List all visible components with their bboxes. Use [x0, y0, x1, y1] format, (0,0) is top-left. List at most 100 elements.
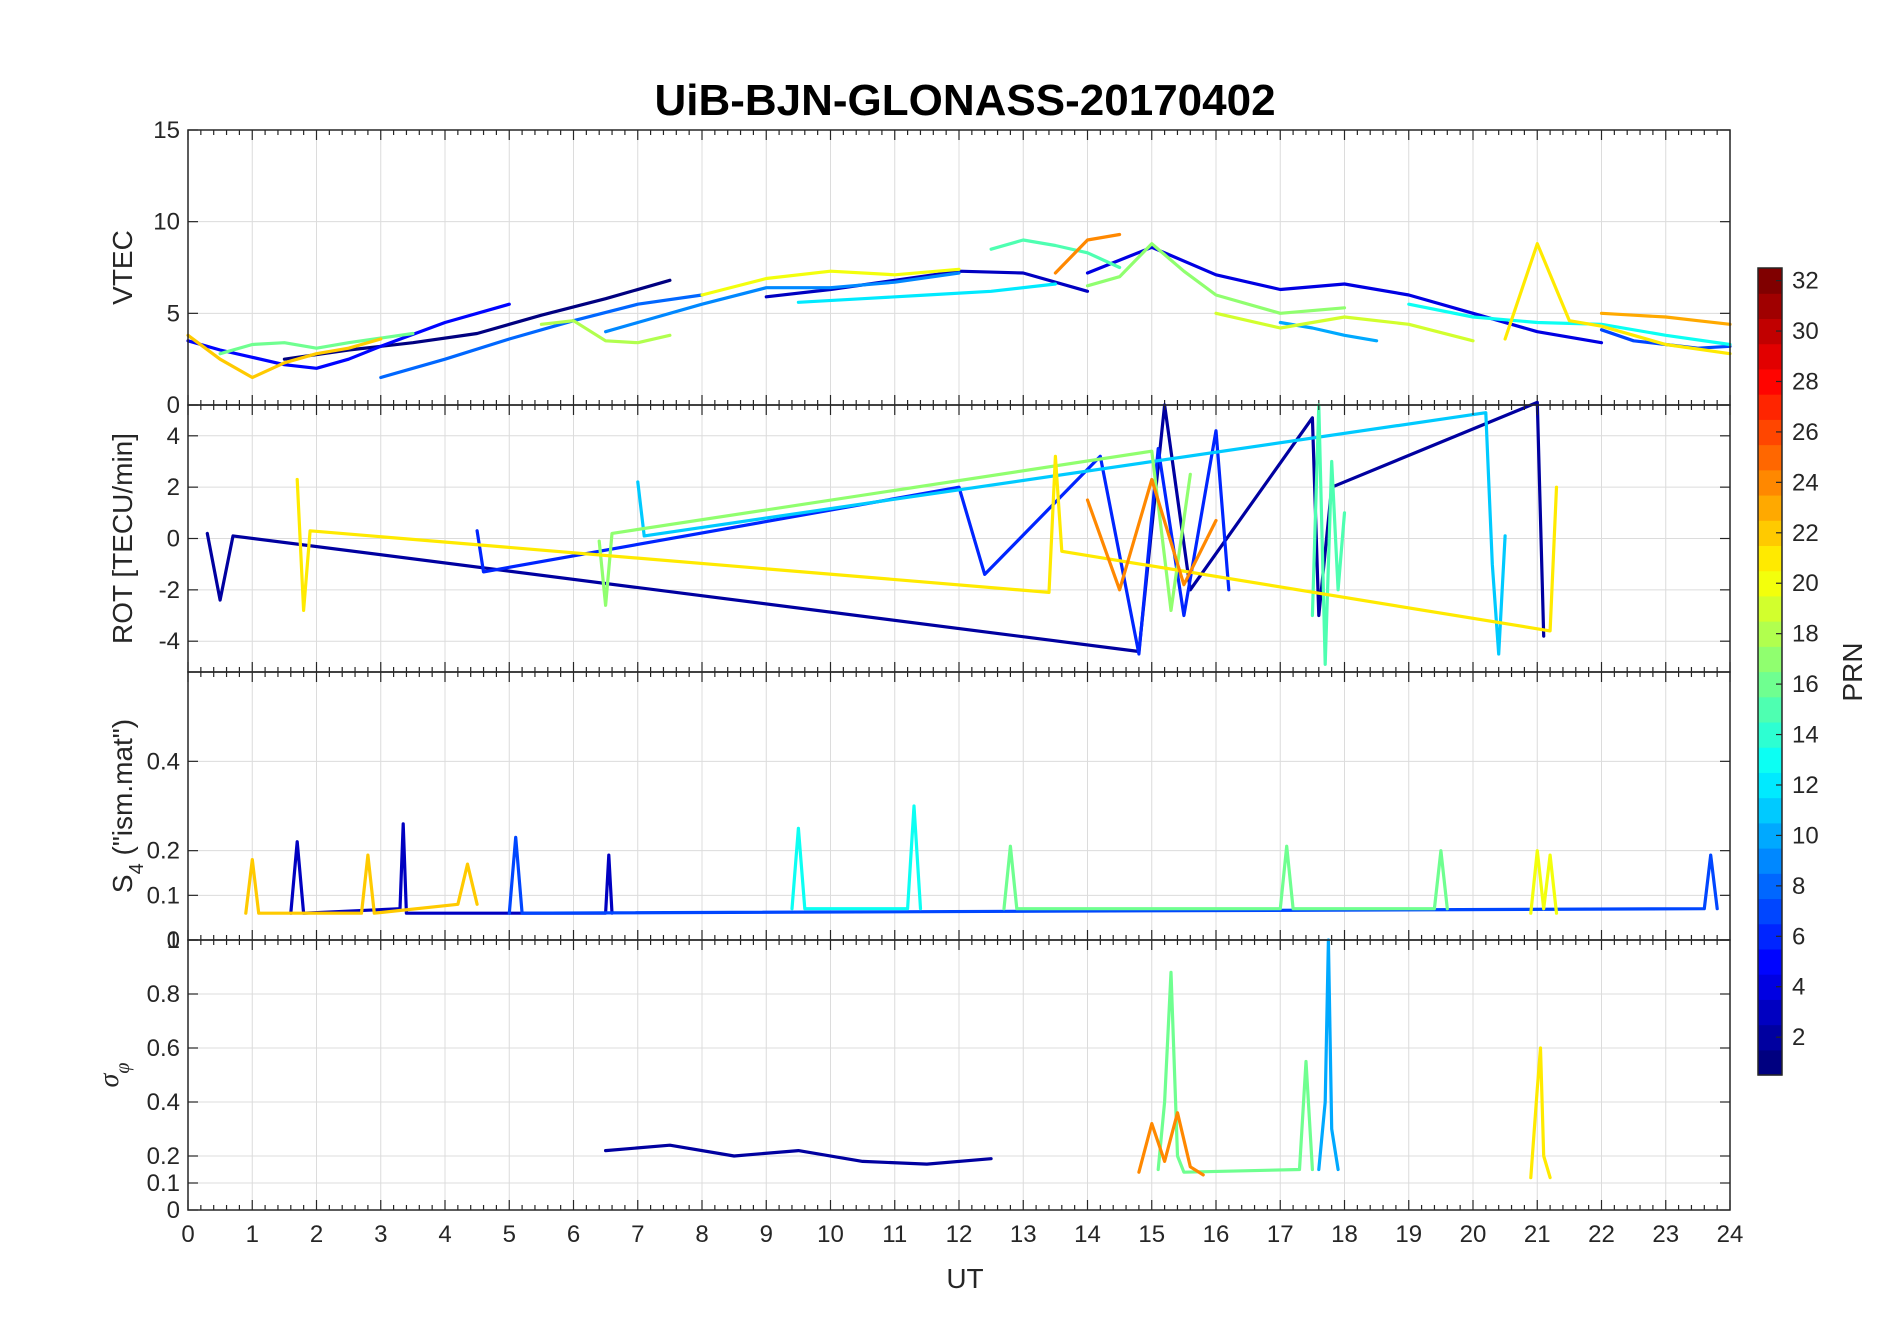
colorbar-band: [1758, 494, 1782, 521]
y-tick-label: 10: [153, 209, 180, 236]
y-tick-label: 15: [153, 117, 180, 144]
x-tick-label: 5: [503, 1221, 516, 1248]
series-prn-24: [1137, 1111, 1205, 1177]
x-tick-label: 17: [1267, 1221, 1294, 1248]
x-tick-label: 14: [1074, 1221, 1101, 1248]
y-tick-label: 1: [167, 927, 180, 954]
x-tick-label: 16: [1203, 1221, 1230, 1248]
colorbar-band: [1758, 595, 1782, 622]
series-prn-16: [218, 331, 415, 356]
y-tick-label: 4: [167, 423, 180, 450]
series-prn-16: [1156, 970, 1314, 1174]
series-prn-8: [379, 293, 704, 380]
x-tick-label: 22: [1588, 1221, 1615, 1248]
x-tick-label: 0: [181, 1221, 194, 1248]
series-prn-19: [1214, 311, 1475, 343]
x-tick-label: 19: [1395, 1221, 1422, 1248]
y-tick-label: 0.4: [147, 748, 180, 775]
colorbar-band: [1758, 1049, 1782, 1076]
colorbar-band: [1758, 444, 1782, 471]
y-tick-label: 0: [167, 392, 180, 419]
series-prn-13: [1407, 302, 1732, 347]
series-prn-17: [597, 449, 1192, 612]
colorbar-tick-label: 12: [1792, 772, 1819, 799]
x-tick-label: 15: [1138, 1221, 1165, 1248]
x-tick-label: 10: [817, 1221, 844, 1248]
colorbar-band: [1758, 545, 1782, 572]
x-tick-label: 7: [631, 1221, 644, 1248]
s4-panel: 0 0.1 0.2 0.4S4 ("ism.mat"): [107, 671, 1731, 954]
colorbar-band: [1758, 343, 1782, 370]
series-prn-24: [1085, 477, 1218, 592]
y-tick-label: 0.2: [147, 1143, 180, 1170]
colorbar-tick-label: 22: [1792, 520, 1819, 547]
y-tick-label: -4: [159, 628, 180, 655]
colorbar-tick-label: 18: [1792, 621, 1819, 648]
colorbar-band: [1758, 898, 1782, 925]
sigma-phi-axis-label: σφ: [94, 1063, 134, 1088]
y-tick-label: 0: [167, 526, 180, 553]
colorbar-tick-label: 26: [1792, 419, 1819, 446]
colorbar-tick-label: 20: [1792, 570, 1819, 597]
y-tick-label: 0.2: [147, 838, 180, 865]
colorbar-tick-label: 8: [1792, 873, 1805, 900]
x-tick-label: 24: [1717, 1221, 1744, 1248]
colorbar-tick-label: 24: [1792, 469, 1819, 496]
colorbar-band: [1758, 696, 1782, 723]
colorbar-tick-label: 6: [1792, 923, 1805, 950]
colorbar-label: PRN: [1837, 642, 1868, 701]
x-tick-label: 2: [310, 1221, 323, 1248]
colorbar-tick-label: 10: [1792, 822, 1819, 849]
series-prn-3: [764, 269, 1090, 299]
colorbar-tick-label: 30: [1792, 318, 1819, 345]
y-tick-label: 0: [167, 927, 180, 954]
series-prn-1: [282, 278, 672, 361]
series-prn-10: [1317, 938, 1340, 1172]
rot-axis-label: ROT [TECU/min]: [107, 433, 138, 644]
x-tick-label: 13: [1010, 1221, 1037, 1248]
x-axis-label: UT: [946, 1263, 983, 1294]
colorbar-tick-label: 16: [1792, 671, 1819, 698]
vtec-panel: 0 5 10 15 VTEC: [107, 117, 1732, 419]
y-tick-label: 0.8: [147, 981, 180, 1008]
series-prn-2: [205, 400, 1546, 654]
colorbar-tick-label: 14: [1792, 722, 1819, 749]
series-prn-16: [1002, 844, 1449, 911]
x-tick-label: 11: [882, 1221, 907, 1248]
series-prn-15: [989, 238, 1122, 270]
colorbar-band: [1758, 646, 1782, 673]
colorbar-tick-label: 28: [1792, 368, 1819, 395]
series-prn-20: [1529, 849, 1559, 915]
colorbar-tick-label: 32: [1792, 268, 1819, 295]
chart-title: UiB-BJN-GLONASS-20170402: [654, 76, 1275, 125]
x-tick-label: 12: [946, 1221, 973, 1248]
x-tick-label: 9: [760, 1221, 773, 1248]
colorbar-band: [1758, 394, 1782, 420]
x-tick-label: 3: [374, 1221, 387, 1248]
x-tick-label: 18: [1331, 1221, 1358, 1248]
series-prn-13: [790, 804, 923, 911]
series-prn-24: [1053, 232, 1122, 275]
series-prn-3: [289, 822, 614, 915]
y-tick-label: 5: [167, 300, 180, 327]
x-tick-label: 6: [567, 1221, 580, 1248]
series-prn-21: [295, 454, 1559, 633]
series-prn-22: [244, 853, 479, 915]
colorbar-band: [1758, 848, 1782, 874]
colorbar-tick-label: 4: [1792, 974, 1805, 1001]
series-prn-18: [539, 319, 672, 345]
series-prn-23: [1599, 311, 1732, 326]
rot-panel: -4 -2 0 2 4 ROT [TECU/min]: [107, 400, 1731, 673]
series-prn-17: [1085, 242, 1347, 315]
colorbar-band: [1758, 948, 1782, 975]
series-prn-22: [186, 333, 383, 380]
y-tick-label: 0: [167, 1197, 180, 1224]
colorbar-band: [1758, 797, 1782, 824]
series-prn-21: [1529, 1046, 1552, 1180]
series-prn-12: [796, 282, 1057, 304]
series-prn-20: [700, 267, 961, 297]
s4-axis-label: S4 ("ism.mat"): [107, 719, 148, 893]
